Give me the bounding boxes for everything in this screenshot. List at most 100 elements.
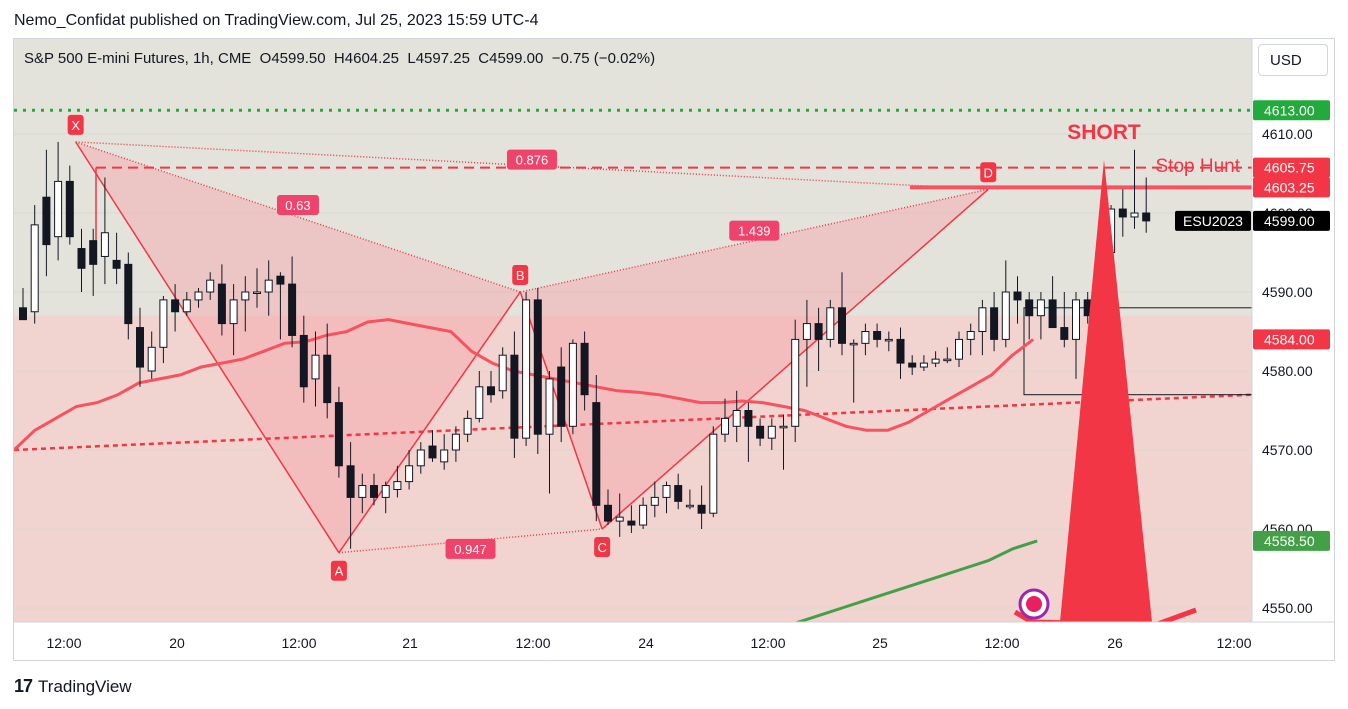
price-tag-label: 4603.25 bbox=[1264, 179, 1315, 195]
candle-up bbox=[206, 279, 215, 293]
candle-up bbox=[849, 342, 858, 346]
candle-up bbox=[943, 358, 952, 362]
price-tag bbox=[1253, 100, 1330, 121]
candle-up bbox=[615, 516, 624, 522]
candle-down bbox=[323, 354, 332, 404]
candle-down bbox=[1013, 291, 1022, 301]
candle-up bbox=[791, 338, 800, 427]
candle-down bbox=[756, 425, 765, 439]
candle-down bbox=[1060, 327, 1069, 340]
pattern-point-d: D bbox=[980, 162, 997, 183]
candle-up bbox=[685, 504, 694, 508]
candle-up bbox=[978, 307, 987, 332]
price-tag bbox=[1253, 530, 1330, 551]
candle-up bbox=[884, 338, 893, 342]
ratio-badge bbox=[729, 220, 780, 241]
currency-button[interactable]: USD bbox=[1258, 44, 1328, 76]
chart-frame bbox=[13, 38, 1335, 661]
candle-up bbox=[311, 354, 320, 380]
time-axis[interactable] bbox=[14, 622, 1334, 660]
low-value: 4597.25 bbox=[415, 50, 470, 67]
candle-down bbox=[487, 386, 495, 396]
close-label: C bbox=[478, 50, 490, 67]
candle-down bbox=[217, 283, 226, 325]
y-tick-label: 4580.00 bbox=[1262, 363, 1313, 379]
candle-up bbox=[358, 485, 367, 498]
pattern-point-text: B bbox=[516, 268, 525, 283]
candle-up bbox=[767, 425, 776, 439]
candle-up bbox=[241, 291, 250, 301]
candle-up bbox=[955, 338, 963, 360]
y-tick-label: 4570.00 bbox=[1262, 442, 1313, 458]
candle-up bbox=[264, 279, 273, 293]
candle-down bbox=[299, 334, 308, 388]
candle-up bbox=[463, 417, 472, 435]
candle-up bbox=[931, 358, 940, 364]
x-tick-label: 12:00 bbox=[46, 635, 81, 651]
candle-up bbox=[475, 386, 484, 419]
candle-down bbox=[42, 196, 51, 246]
candle-up bbox=[732, 410, 741, 427]
x-tick-label: 25 bbox=[872, 635, 888, 651]
candle-down bbox=[697, 504, 706, 514]
candle-up bbox=[100, 232, 109, 257]
candle-up bbox=[1036, 299, 1045, 317]
price-tag-label: 4599.00 bbox=[1264, 213, 1315, 229]
candle-up bbox=[861, 331, 870, 344]
candle-down bbox=[112, 259, 121, 269]
high-label: H bbox=[333, 50, 345, 67]
candle-up bbox=[440, 449, 449, 463]
candle-up bbox=[639, 504, 648, 526]
tradingview-logo[interactable]: 17 TradingView bbox=[14, 676, 132, 697]
candle-down bbox=[896, 338, 905, 364]
x-tick-label: 26 bbox=[1107, 635, 1123, 651]
candle-up bbox=[194, 291, 203, 301]
pattern-point-badge bbox=[67, 114, 84, 135]
x-tick-label: 24 bbox=[638, 635, 654, 651]
candle-down bbox=[136, 327, 144, 368]
pattern-triangle-bcd bbox=[520, 189, 989, 530]
ratio-badge bbox=[445, 538, 496, 559]
alert-icon-dot bbox=[1026, 596, 1042, 612]
x-tick-label: 21 bbox=[402, 635, 418, 651]
candle-down bbox=[557, 366, 566, 427]
candle-down bbox=[814, 323, 823, 340]
candle-down bbox=[674, 485, 683, 502]
candle-down bbox=[77, 248, 86, 269]
price-tag bbox=[1253, 157, 1330, 178]
short-arrow bbox=[1060, 160, 1152, 622]
candle-down bbox=[592, 402, 601, 506]
tradingview-brand: TradingView bbox=[38, 676, 132, 696]
candle-up bbox=[1130, 212, 1139, 218]
x-tick-label: 12:00 bbox=[281, 635, 316, 651]
candle-down bbox=[744, 410, 753, 427]
pattern-point-text: X bbox=[71, 118, 80, 133]
symbol-description[interactable]: S&P 500 E-mini Futures, 1h, CME bbox=[24, 50, 252, 67]
candle-up bbox=[498, 354, 507, 392]
close-value: 4599.00 bbox=[489, 50, 544, 67]
tradingview-logo-icon: 17 bbox=[14, 676, 33, 696]
pattern-point-text: C bbox=[597, 540, 606, 555]
candle-up bbox=[779, 425, 788, 429]
ratio-badge bbox=[276, 194, 319, 215]
x-tick-label: 12:00 bbox=[750, 635, 785, 651]
x-tick-label: 12:00 bbox=[984, 635, 1019, 651]
candle-down bbox=[19, 307, 27, 321]
price-tag-label: 4605.75 bbox=[1264, 160, 1315, 176]
pattern-point-a: A bbox=[330, 560, 347, 581]
candle-up bbox=[826, 307, 835, 340]
candle-down bbox=[288, 283, 297, 336]
candle-down bbox=[873, 331, 882, 340]
candle-up bbox=[545, 378, 554, 435]
candle-down bbox=[580, 342, 589, 396]
candle-up bbox=[802, 323, 811, 340]
ratio-label: 0.947 bbox=[454, 542, 487, 557]
candle-up bbox=[919, 362, 928, 368]
pattern-point-c: C bbox=[594, 537, 611, 557]
short-annotation: SHORT bbox=[1067, 121, 1141, 144]
pattern-point-badge bbox=[512, 265, 529, 285]
price-tag-label: 4558.50 bbox=[1264, 533, 1315, 549]
pattern-point-text: D bbox=[984, 165, 993, 180]
candle-up bbox=[381, 485, 390, 498]
